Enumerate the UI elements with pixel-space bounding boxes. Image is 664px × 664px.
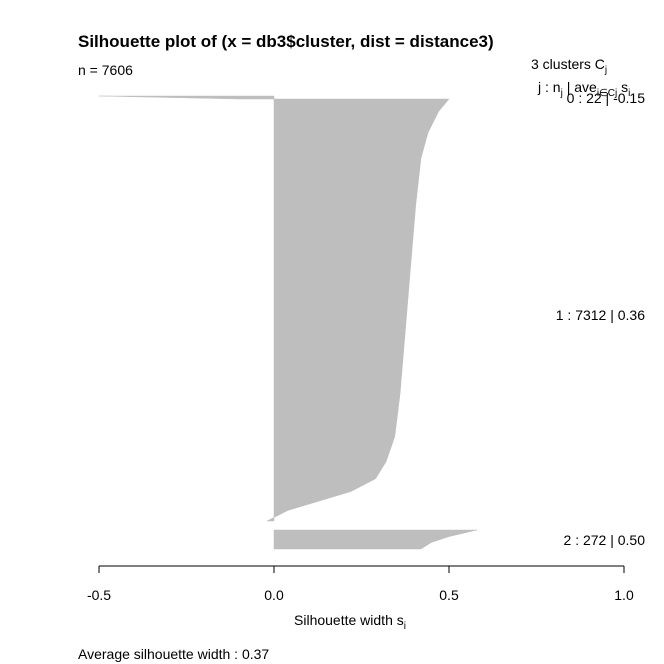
cluster-2-label: 2 : 272 | 0.50	[564, 532, 646, 548]
columns-header-sub3: i	[628, 88, 630, 99]
columns-header: j : nj | avei∈Cj si	[537, 79, 630, 99]
cluster-1-label: 1 : 7312 | 0.36	[556, 307, 645, 323]
cluster-1-silhouette-bars	[266, 98, 450, 522]
n-label: n = 7606	[78, 62, 133, 78]
x-axis-label-text: Silhouette width s	[294, 612, 404, 628]
cluster-2-silhouette-bars	[273, 529, 478, 550]
average-width-label: Average silhouette width : 0.37	[78, 646, 269, 662]
x-tick-label: 1.0	[614, 587, 634, 603]
x-tick-label: 0.5	[439, 587, 459, 603]
columns-header-mid: | ave	[563, 79, 597, 95]
x-tick-label: 0.0	[264, 587, 284, 603]
chart-title: Silhouette plot of (x = db3$cluster, dis…	[78, 32, 494, 51]
columns-header-sub2: i∈Cj	[597, 88, 617, 99]
clusters-header-text: 3 clusters C	[531, 56, 605, 72]
cluster-labels: 0 : 22 | -0.15 1 : 7312 | 0.36 2 : 272 | 0…	[556, 90, 645, 548]
columns-header-text: j : n	[537, 79, 561, 95]
clusters-header: 3 clusters Cj	[531, 56, 607, 76]
silhouette-bars	[98, 95, 478, 550]
x-axis-label: Silhouette width si	[294, 612, 406, 632]
x-tick-label: -0.5	[87, 587, 111, 603]
columns-header-sub1: j	[560, 88, 563, 99]
x-axis-label-sub: i	[404, 621, 406, 632]
cluster-0-silhouette-bars	[98, 95, 275, 100]
clusters-header-sub: j	[604, 65, 607, 76]
x-axis: -0.5 0.0 0.5 1.0	[87, 565, 634, 603]
cluster-0-label: 0 : 22 | -0.15	[567, 90, 646, 106]
columns-header-end: s	[617, 79, 628, 95]
